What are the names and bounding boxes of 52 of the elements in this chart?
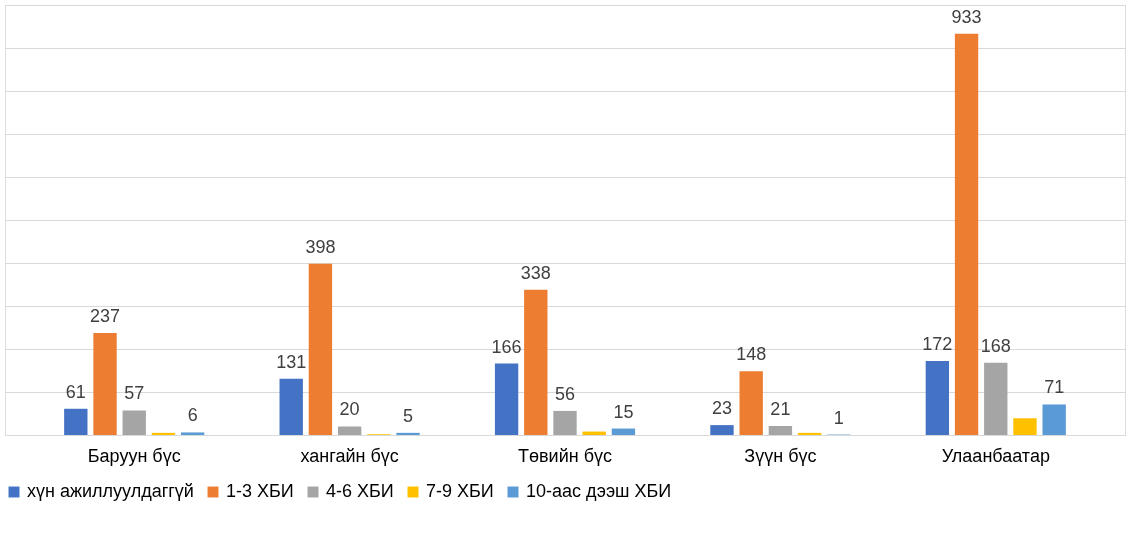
x-tick-label: Баруун бүс	[87, 445, 181, 466]
bar	[925, 361, 950, 435]
data-label: 1	[833, 407, 844, 428]
x-tick-label: Зүүн бүс	[744, 445, 817, 466]
data-label: 933	[951, 6, 982, 27]
data-label: 131	[276, 351, 307, 372]
legend-label: 1-3 ХБИ	[226, 481, 294, 501]
data-label: 61	[65, 381, 86, 402]
x-tick-label: Улаанбаатар	[941, 445, 1050, 466]
legend-label: 4-6 ХБИ	[326, 481, 394, 501]
bar	[984, 362, 1008, 435]
data-label: 15	[613, 401, 634, 422]
bar	[64, 408, 88, 435]
bar	[396, 432, 420, 435]
bar	[151, 432, 176, 435]
bar	[739, 371, 763, 435]
data-label: 56	[554, 383, 576, 404]
data-label: 338	[520, 262, 551, 283]
bar	[954, 33, 979, 435]
bar	[337, 426, 362, 435]
x-tick-label: хангайн бүс	[300, 445, 399, 466]
data-label: 172	[922, 334, 953, 355]
data-label: 57	[124, 383, 145, 404]
bar	[524, 289, 548, 435]
bar	[1013, 418, 1037, 435]
legend-label: хүн ажиллуулдаггүй	[27, 481, 194, 501]
data-label: 237	[90, 306, 121, 327]
x-tick-label: Төвийн бүс	[518, 445, 612, 466]
data-label: 23	[711, 398, 732, 419]
data-label: 71	[1044, 377, 1065, 398]
bar	[494, 363, 519, 435]
data-label: 168	[980, 335, 1011, 356]
bar	[122, 410, 146, 435]
data-label: 398	[305, 236, 336, 257]
bar	[1042, 404, 1066, 435]
data-label: 20	[339, 399, 360, 420]
data-label: 5	[403, 405, 414, 426]
bar	[553, 410, 577, 435]
bar	[93, 333, 117, 435]
legend-label: 10-аас дээш ХБИ	[526, 481, 672, 501]
bar	[279, 378, 303, 435]
data-label: 148	[736, 344, 767, 365]
bar	[180, 432, 205, 435]
legend-label: 7-9 ХБИ	[426, 481, 494, 501]
data-label: 21	[770, 398, 791, 419]
bar	[611, 428, 636, 435]
data-label: 166	[491, 336, 522, 357]
bar	[308, 263, 333, 435]
data-label: 6	[187, 405, 198, 426]
bar	[710, 425, 734, 435]
bar	[768, 425, 793, 435]
bar	[797, 432, 822, 435]
